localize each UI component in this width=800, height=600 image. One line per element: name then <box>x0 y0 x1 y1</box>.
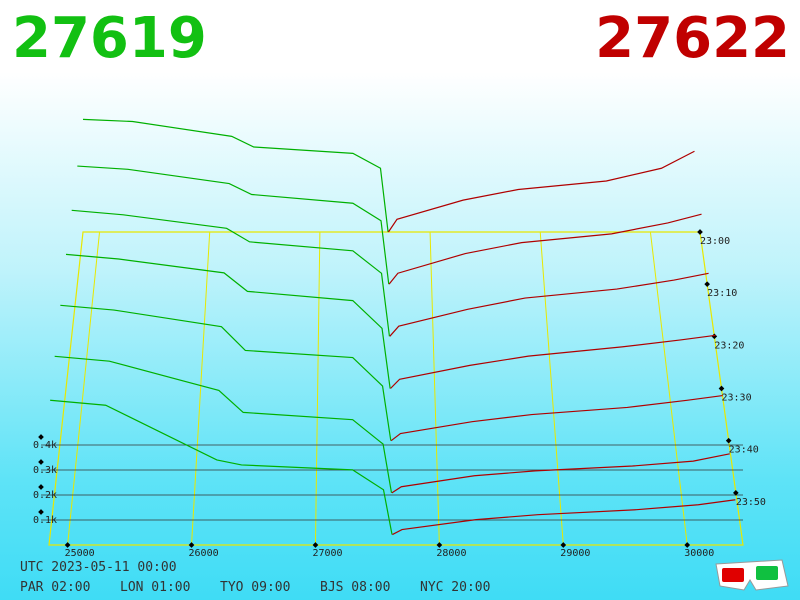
ask-depth-line <box>390 334 716 389</box>
ask-depth-line <box>389 272 709 337</box>
depth-tick-label: 0.3k <box>33 465 57 476</box>
price-tick-mark <box>684 542 691 548</box>
utc-time: UTC 2023-05-11 00:00 <box>20 560 177 575</box>
price-tick-label: 29000 <box>560 548 590 559</box>
bid-depth-line <box>60 304 392 441</box>
ask-price: 27622 <box>595 6 790 71</box>
time-tick-label: 23:30 <box>722 393 752 404</box>
time-tick-label: 23:50 <box>736 497 766 508</box>
bid-price: 27619 <box>12 6 207 71</box>
time-tick-label: 23:40 <box>729 445 759 456</box>
zone-time: BJS 08:00 <box>320 580 391 595</box>
bid-depth-line <box>54 355 393 493</box>
floor <box>48 231 744 546</box>
price-grid-line <box>649 231 688 546</box>
price-grid-line <box>314 231 321 546</box>
price-tick-label: 30000 <box>684 548 714 559</box>
price-tick-mark <box>188 542 195 548</box>
zone-time: LON 01:00 <box>120 580 191 595</box>
depth-tick-mark <box>38 459 44 465</box>
depth-tick-label: 0.2k <box>33 490 57 501</box>
bid-depth-line <box>77 165 390 285</box>
depth-tick-mark <box>38 509 44 515</box>
price-tick-label: 25000 <box>65 548 95 559</box>
bid-depth-line <box>65 253 391 389</box>
zone-time: PAR 02:00 <box>20 580 91 595</box>
bid-depth-line <box>71 209 391 337</box>
price-tick-label: 27000 <box>312 548 342 559</box>
ask-depth-line <box>390 394 723 442</box>
price-grid-line <box>67 231 101 546</box>
price-tick-label: 28000 <box>436 548 466 559</box>
price-tick-label: 26000 <box>189 548 219 559</box>
price-grid-line <box>539 231 564 546</box>
price-tick-mark <box>64 542 71 548</box>
depth-tick-label: 0.4k <box>33 440 57 451</box>
time-tick-mark <box>718 385 725 392</box>
ask-depth-line <box>392 499 736 536</box>
time-tick-label: 23:20 <box>714 340 744 351</box>
time-tick-mark <box>733 490 739 496</box>
price-tick-mark <box>436 542 443 548</box>
ask-depth-line <box>391 453 730 494</box>
depth-tick-mark <box>38 434 44 440</box>
3d-glasses-icon[interactable] <box>712 556 792 596</box>
time-tick-mark <box>711 333 718 340</box>
ask-depth-line <box>388 213 702 285</box>
bid-depth-line <box>50 399 393 535</box>
zone-time: NYC 20:00 <box>420 580 491 595</box>
time-tick-mark <box>697 229 703 235</box>
depth-tick-mark <box>38 484 44 490</box>
zone-time: TYO 09:00 <box>220 580 291 595</box>
ask-depth-line <box>387 150 695 233</box>
time-tick-label: 23:00 <box>700 236 730 247</box>
price-tick-mark <box>312 542 319 548</box>
price-grid-line <box>191 231 211 546</box>
price-grid-line <box>429 231 440 546</box>
bid-depth-line <box>82 118 389 233</box>
price-tick-mark <box>560 542 567 548</box>
time-tick-mark <box>725 437 732 444</box>
depth-tick-label: 0.1k <box>33 515 57 526</box>
time-tick-label: 23:10 <box>707 288 737 299</box>
time-tick-mark <box>704 281 710 287</box>
